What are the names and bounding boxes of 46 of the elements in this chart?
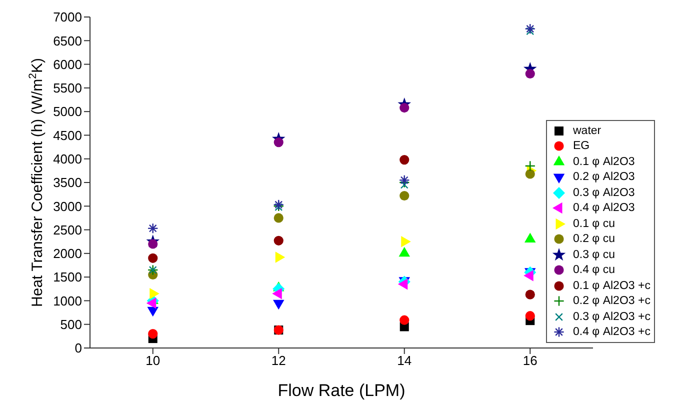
y-tick-label: 6500 [53,33,82,48]
y-tick-label: 4000 [53,151,82,166]
y-tick-label: 3500 [53,175,82,190]
legend-label: 0.2 φ Al2O3 [573,171,635,184]
x-tick-label: 10 [146,353,160,368]
y-tick-label: 4500 [53,128,82,143]
y-tick-label: 2000 [53,246,82,262]
y-tick-label: 0 [74,340,82,356]
point [400,102,410,113]
y-tick-label: 5500 [53,80,82,96]
y-tick-label: 3000 [53,198,82,214]
legend-label: 0.3 φ Al2O3 +c [573,310,650,323]
point [274,213,284,223]
point [148,253,158,263]
x-tick-label: 16 [522,353,538,368]
legend-label: 0.4 φ Al2O3 [573,202,635,214]
point [274,236,284,246]
y-tick-label: 1500 [53,270,82,285]
y-tick-label: 5000 [53,104,82,120]
legend-label: 0.4 φ cu [573,264,615,276]
y-tick-label: 2500 [53,222,82,238]
legend-label: 0.2 φ Al2O3 +c [573,295,650,308]
legend-label: 0.1 φ Al2O3 +c [573,280,650,292]
legend-label: 0.3 φ cu [573,248,615,261]
point [400,190,410,201]
point [525,169,535,179]
legend-label: 0.4 φ Al2O3 +c [573,326,650,338]
point [400,315,410,325]
x-axis-title: Flow Rate (LPM) [278,381,406,400]
point [148,329,158,339]
legend-label: 0.3 φ Al2O3 [573,186,635,199]
y-tick-label: 6000 [53,56,82,72]
point [400,155,410,165]
legend-label: EG [573,140,590,152]
legend-label: water [573,124,602,137]
point [525,311,535,321]
x-tick-label: 12 [271,353,286,368]
y-tick-label: 1000 [53,293,82,308]
legend-label: 0.1 φ Al2O3 [573,156,635,168]
legend-label: 0.1 φ cu [573,218,615,230]
legend-label: 0.2 φ cu [573,233,615,246]
point [525,68,535,79]
x-tick-label: 14 [397,353,412,368]
y-tick-label: 7000 [53,10,82,25]
point [525,290,535,300]
y-tick-label: 500 [60,316,82,332]
